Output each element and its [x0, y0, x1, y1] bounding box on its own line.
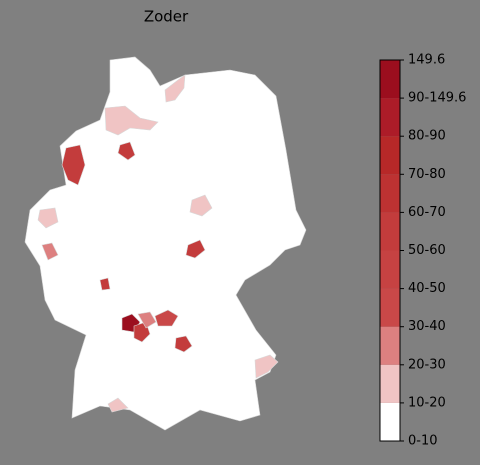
colorbar-label: 10-20	[408, 395, 446, 410]
colorbar-label: 50-60	[408, 243, 446, 258]
colorbar-band	[380, 250, 400, 289]
region	[189, 194, 213, 217]
colorbar-label: 60-70	[408, 205, 446, 220]
colorbar-band	[380, 402, 400, 441]
colorbar-label: 0-10	[408, 434, 438, 449]
region	[137, 311, 157, 329]
region	[61, 144, 86, 186]
region	[41, 242, 59, 261]
colorbar-band	[380, 288, 400, 327]
region	[37, 207, 59, 229]
colorbar: 0-10 10-20 20-30 30-40 40-50 50-60 60-70 70-80 8…	[379, 53, 466, 449]
colorbar-label: 30-40	[408, 319, 446, 334]
colorbar-band	[380, 136, 400, 175]
colorbar-band	[380, 174, 400, 213]
region	[254, 354, 279, 379]
region	[174, 335, 193, 353]
colorbar-label: 149.6	[408, 53, 445, 68]
region	[164, 74, 186, 103]
colorbar-label: 90-149.6	[408, 91, 466, 106]
colorbar-band	[380, 326, 400, 365]
country-shape	[24, 56, 307, 431]
colorbar-label: 40-50	[408, 281, 446, 296]
region	[117, 141, 136, 161]
map	[24, 56, 307, 431]
colorbar-label: 70-80	[408, 167, 446, 182]
colorbar-band	[380, 364, 400, 403]
region	[99, 277, 111, 291]
colorbar-band	[380, 212, 400, 251]
colorbar-band	[380, 60, 400, 99]
colorbar-label: 80-90	[408, 129, 446, 144]
region	[107, 397, 129, 413]
map-title: Zoder	[144, 8, 189, 26]
colorbar-label: 20-30	[408, 357, 446, 372]
region	[154, 309, 179, 327]
region	[185, 239, 206, 259]
region	[104, 105, 159, 136]
colorbar-band	[380, 98, 400, 137]
